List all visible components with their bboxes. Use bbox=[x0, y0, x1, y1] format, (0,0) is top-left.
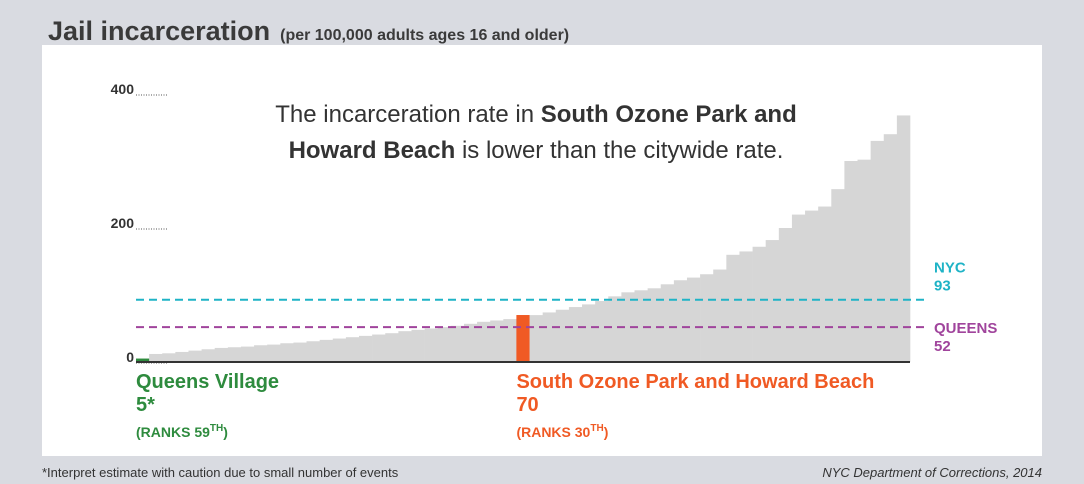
subtitle: (per 100,000 adults ages 16 and older) bbox=[280, 27, 569, 44]
bar bbox=[595, 301, 609, 362]
bar bbox=[831, 189, 845, 362]
bar bbox=[280, 343, 294, 362]
bar bbox=[450, 325, 465, 362]
bar bbox=[660, 284, 675, 362]
reference-name: QUEENS bbox=[934, 320, 997, 337]
rank-text: (RANKS 59 bbox=[136, 424, 210, 440]
bar bbox=[818, 206, 832, 362]
y-tick-label: 200 bbox=[111, 215, 135, 231]
bar bbox=[385, 333, 399, 362]
reference-name: NYC bbox=[934, 260, 966, 277]
bar bbox=[582, 304, 596, 362]
bar bbox=[726, 254, 740, 362]
bar bbox=[765, 240, 780, 362]
bar bbox=[490, 320, 504, 362]
bar bbox=[542, 312, 557, 362]
bar bbox=[477, 321, 491, 362]
bar bbox=[883, 134, 898, 362]
bar bbox=[306, 341, 320, 362]
bar bbox=[201, 349, 216, 362]
annotation-part: South Ozone Park and bbox=[541, 101, 797, 128]
bar bbox=[739, 251, 753, 362]
reference-value: 52 bbox=[934, 338, 951, 355]
bar bbox=[686, 277, 701, 362]
bar bbox=[240, 346, 255, 362]
reference-value: 93 bbox=[934, 278, 951, 295]
bar bbox=[359, 335, 373, 362]
bar bbox=[568, 307, 583, 362]
bar bbox=[791, 214, 806, 362]
bar bbox=[149, 353, 163, 362]
highlight-name: Queens Village bbox=[136, 371, 279, 393]
y-tick-label: 0 bbox=[126, 349, 134, 365]
rank-label: (RANKS 30TH) bbox=[516, 423, 608, 440]
data-label: 70 bbox=[516, 394, 538, 416]
bar bbox=[857, 159, 871, 362]
highlight-name: South Ozone Park and Howard Beach bbox=[516, 371, 874, 393]
bar bbox=[805, 210, 819, 362]
bar bbox=[175, 351, 189, 362]
bar bbox=[267, 344, 281, 362]
title: Jail incarceration bbox=[48, 16, 270, 46]
bar bbox=[896, 115, 911, 362]
annotation-part: Howard Beach bbox=[289, 137, 456, 164]
rank-text: ) bbox=[223, 424, 228, 440]
annotation-part: is lower than the citywide rate. bbox=[455, 137, 783, 164]
annotation: The incarceration rate in South Ozone Pa… bbox=[275, 101, 797, 128]
source: NYC Department of Corrections, 2014 bbox=[822, 465, 1042, 480]
bar bbox=[608, 296, 622, 362]
rank-suffix: TH bbox=[590, 423, 603, 434]
highlight-bar bbox=[516, 315, 530, 362]
highlight-bar bbox=[136, 358, 150, 362]
bar bbox=[778, 228, 793, 362]
annotation: Howard Beach is lower than the citywide … bbox=[289, 137, 784, 164]
bar bbox=[555, 309, 570, 362]
bar bbox=[713, 269, 727, 362]
bar bbox=[621, 292, 635, 362]
bar bbox=[870, 140, 885, 362]
bar bbox=[647, 288, 662, 362]
bar bbox=[319, 339, 334, 362]
bar bbox=[700, 274, 714, 362]
bar bbox=[411, 329, 425, 362]
annotation-part: The incarceration rate in bbox=[275, 101, 540, 128]
bar bbox=[162, 353, 176, 362]
bar bbox=[424, 328, 439, 362]
bar bbox=[529, 315, 543, 362]
bar bbox=[844, 161, 858, 362]
bar bbox=[673, 280, 688, 362]
bar bbox=[463, 323, 478, 362]
chart-title: Jail incarceration (per 100,000 adults ag… bbox=[48, 16, 569, 46]
bar bbox=[372, 334, 386, 362]
bar bbox=[188, 350, 202, 362]
rank-text: (RANKS 30 bbox=[516, 424, 590, 440]
rank-suffix: TH bbox=[210, 423, 223, 434]
bar bbox=[332, 338, 347, 362]
bar bbox=[398, 331, 412, 362]
bar bbox=[293, 342, 307, 362]
bar bbox=[227, 347, 242, 362]
bar bbox=[437, 327, 452, 362]
bar bbox=[752, 246, 766, 362]
bar bbox=[634, 290, 648, 362]
bar bbox=[345, 337, 360, 362]
rank-text: ) bbox=[604, 424, 609, 440]
y-tick-label: 400 bbox=[111, 81, 135, 97]
footnote: *Interpret estimate with caution due to … bbox=[42, 465, 399, 480]
data-label: 5* bbox=[136, 394, 155, 416]
bar bbox=[214, 347, 229, 362]
rank-label: (RANKS 59TH) bbox=[136, 423, 228, 440]
bar bbox=[503, 319, 517, 362]
bar bbox=[254, 345, 268, 362]
